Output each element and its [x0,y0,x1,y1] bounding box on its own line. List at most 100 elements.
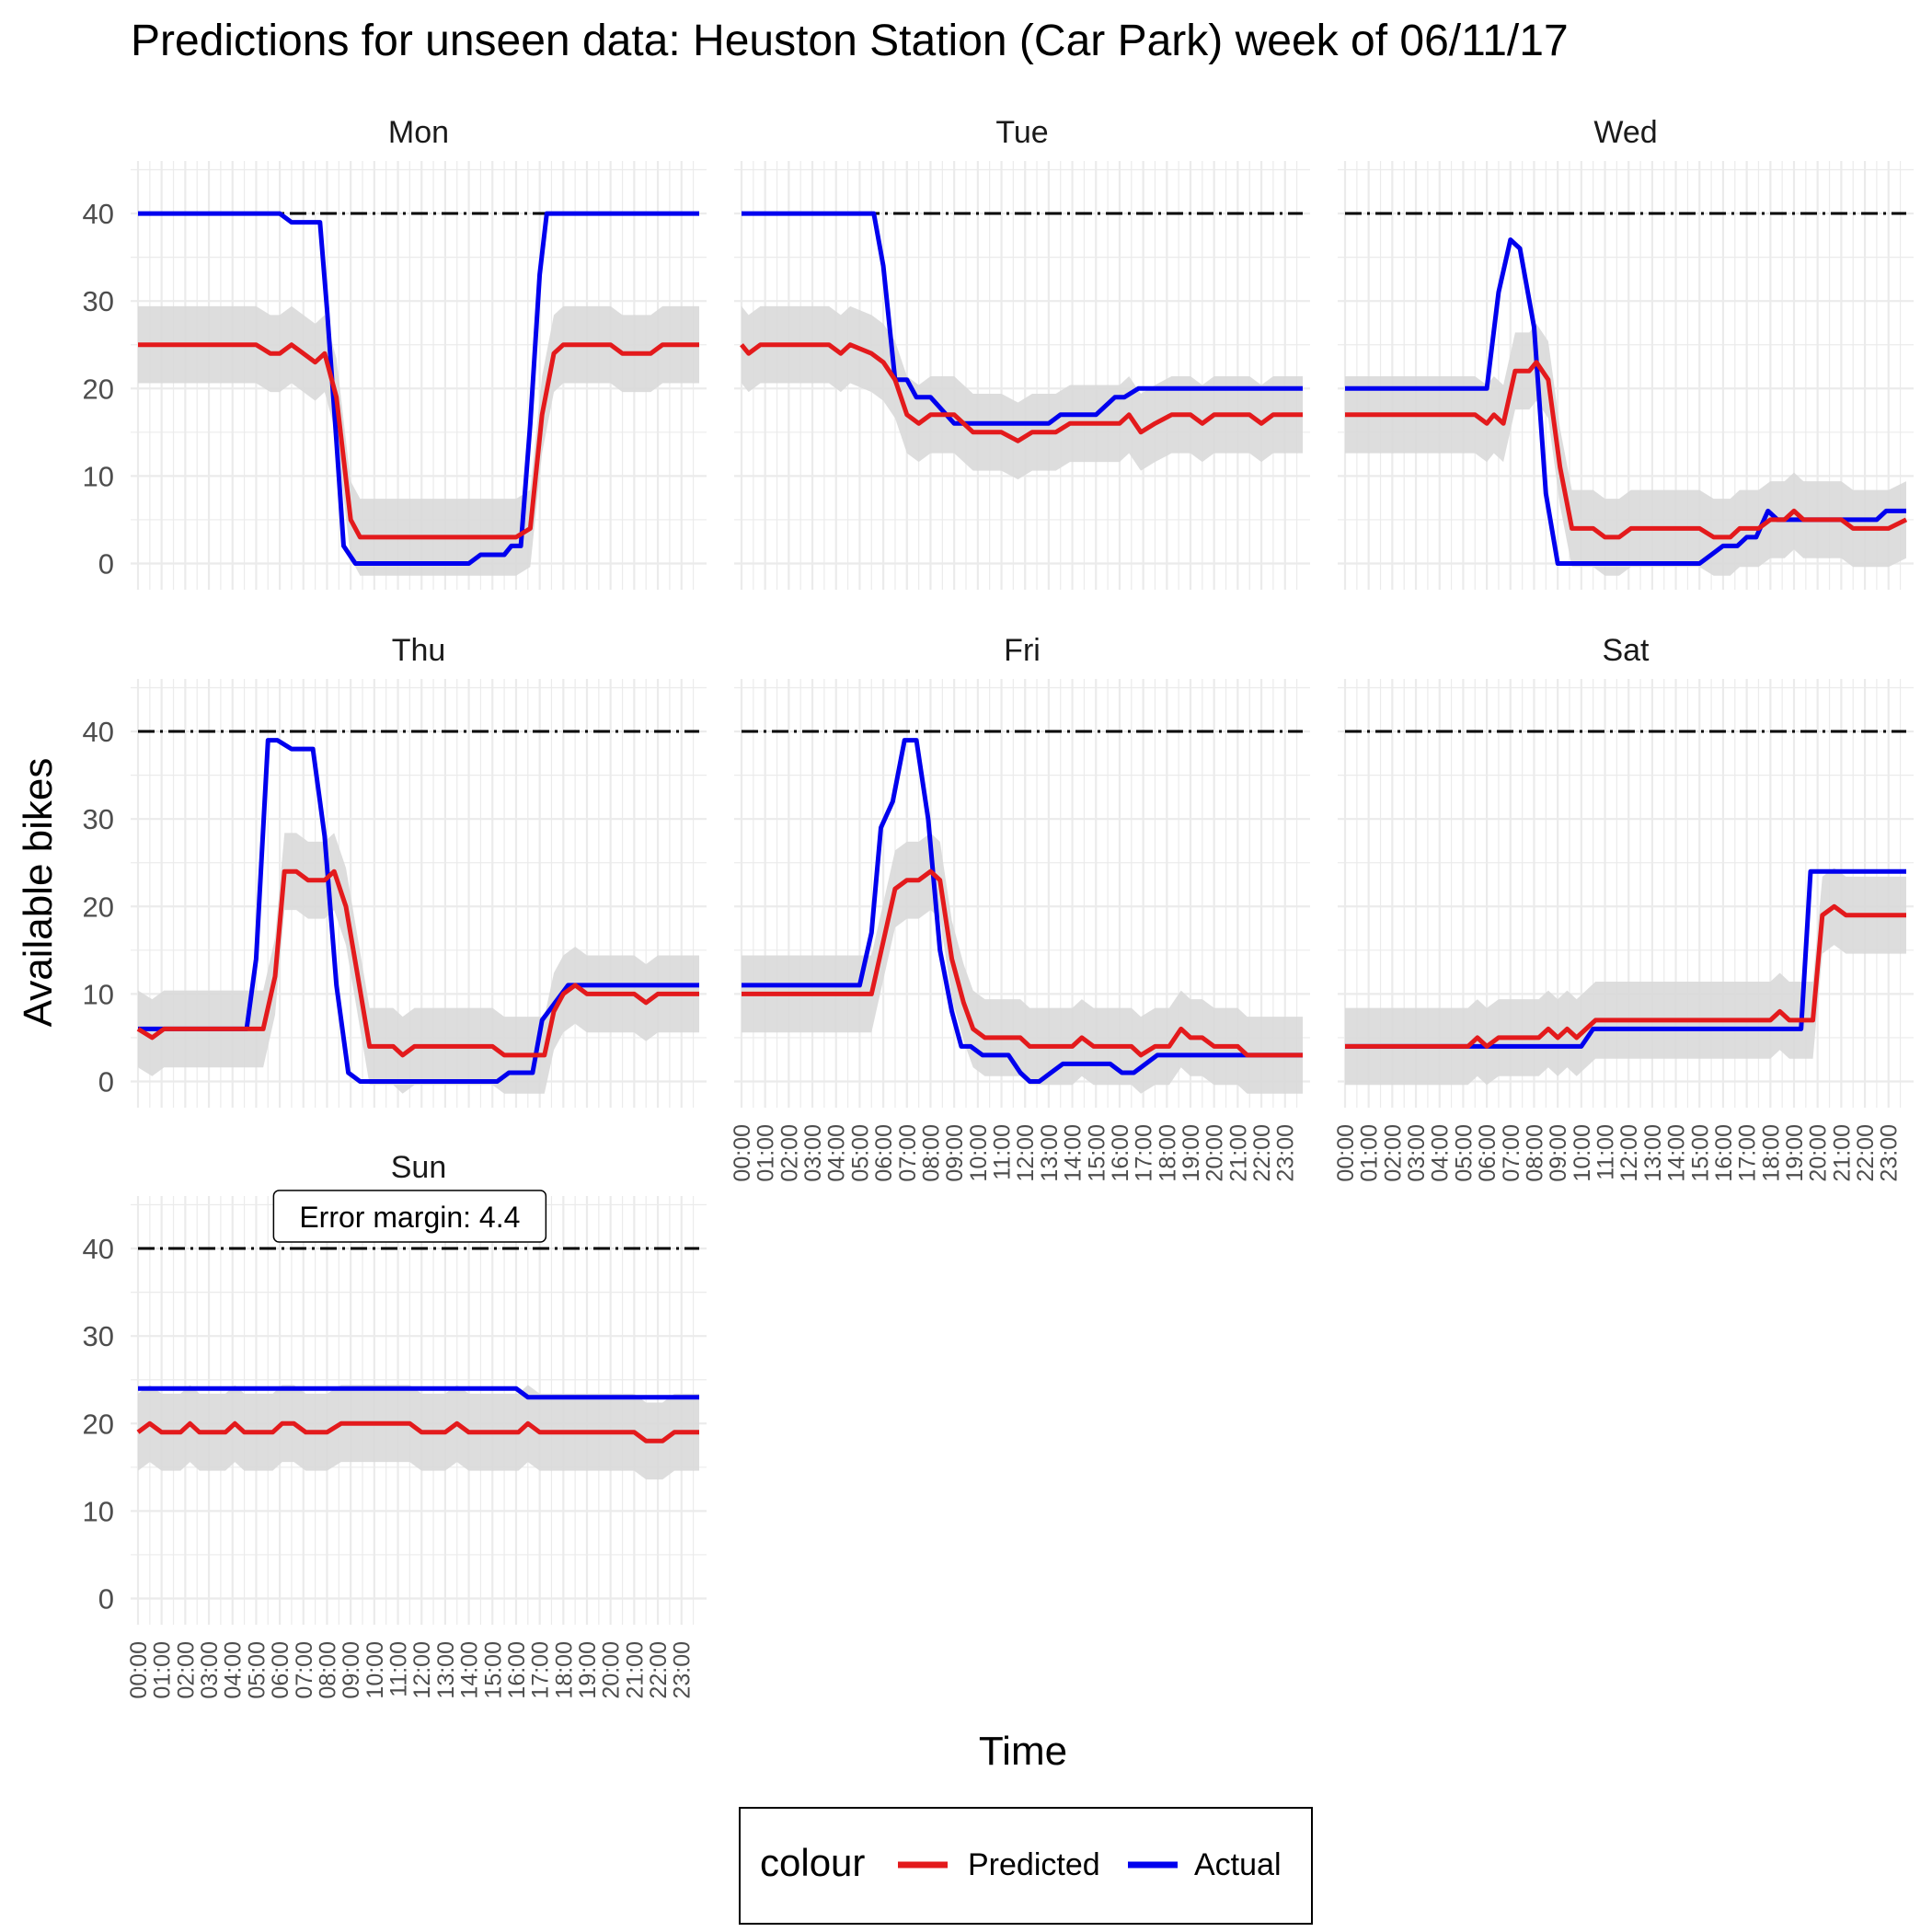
y-tick-label: 40 [83,1233,114,1265]
x-tick-label: 16:00 [1108,1124,1133,1182]
x-tick-label: 22:00 [1249,1124,1275,1182]
facet-tue: Tue [734,115,1310,590]
y-axis-label: Available bikes [16,758,61,1028]
facet-sat: Sat 00:0001:0002:0003:0004:0005:0006:0007… [1333,633,1914,1182]
x-tick-label: 17:00 [1735,1124,1761,1182]
y-tick-label: 0 [98,1582,114,1615]
x-tick-label: 21:00 [1225,1124,1251,1182]
error-ribbon [1345,323,1906,576]
x-tick-label: 17:00 [1132,1124,1157,1182]
x-tick-label: 18:00 [1155,1124,1180,1182]
x-tick-label: 17:00 [528,1641,554,1699]
y-tick-label: 0 [98,1065,114,1098]
x-tick-label: 20:00 [1202,1124,1228,1182]
y-tick-label: 10 [83,460,114,492]
x-tick-label: 00:00 [1333,1124,1359,1182]
series-actual-line [742,738,1303,1084]
x-tick-label: 11:00 [1593,1124,1619,1180]
error-ribbon [1345,868,1906,1086]
x-tick-label: 09:00 [942,1124,968,1182]
x-tick-label: 00:00 [730,1124,755,1182]
y-tick-label: 20 [83,1408,114,1440]
facet-strip-sun: Sun [391,1150,447,1185]
x-tick-label: 19:00 [1782,1124,1808,1182]
facet-wed: Wed [1338,115,1914,590]
x-tick-label: 12:00 [1013,1124,1039,1182]
x-tick-label: 04:00 [1428,1124,1454,1182]
facet-strip-tue: Tue [995,115,1048,150]
x-tick-label: 12:00 [1616,1124,1642,1182]
series-predicted-line [136,868,699,1058]
y-tick-label: 30 [83,1320,114,1352]
facet-sun: Sun 0 10 20 30 40 00:0001:0002:0003:0004:0005:… [83,1150,707,1699]
x-tick-label: 05:00 [1451,1124,1477,1182]
x-tick-label: 04:00 [824,1124,850,1182]
error-ribbon [742,305,1303,480]
y-tick-label: 30 [83,285,114,317]
x-tick-label: 16:00 [1711,1124,1737,1182]
legend-title: colour [760,1841,865,1884]
x-tick-label: 02:00 [1380,1124,1406,1182]
x-tick-label: 02:00 [173,1641,199,1699]
facet-strip-wed: Wed [1593,115,1657,150]
x-tick-label: 02:00 [776,1124,802,1182]
x-tick-label: 10:00 [966,1124,992,1182]
series-predicted-line [742,868,1303,1058]
x-tick-label: 22:00 [1853,1124,1879,1182]
series-predicted-line [1345,903,1906,1049]
facet-fri: Fri 00:0001:0002:0003:0004:0005:0006:0007… [730,633,1310,1182]
legend: colour Predicted Actual [739,1807,1313,1925]
y-tick-label: 0 [98,547,114,580]
facet-mon: Mon 0 10 20 30 40 [83,115,707,590]
x-tick-label: 06:00 [1475,1124,1501,1182]
series-predicted-line [136,1420,699,1443]
facet-strip-sat: Sat [1602,633,1650,668]
x-tick-label: 19:00 [1179,1124,1204,1182]
facet-thu: Thu 0 10 20 30 40 [83,633,707,1108]
y-tick-label: 40 [83,198,114,230]
x-tick-label: 09:00 [1546,1124,1571,1182]
y-tick-label: 40 [83,716,114,748]
x-tick-label: 15:00 [480,1641,506,1699]
x-tick-label: 06:00 [268,1641,293,1699]
y-tick-label: 20 [83,891,114,923]
x-tick-label: 01:00 [1357,1124,1383,1182]
legend-label-actual: Actual [1194,1847,1282,1882]
x-tick-label: 07:00 [292,1641,317,1699]
x-tick-label: 05:00 [244,1641,270,1699]
error-ribbon [138,305,699,576]
series-actual-line [138,1386,699,1400]
annotation-text: Error margin: 4.4 [299,1201,520,1234]
x-tick-label: 10:00 [1570,1124,1595,1182]
x-tick-label: 18:00 [551,1641,577,1699]
error-ribbon [742,833,1303,1094]
x-tick-label: 07:00 [1499,1124,1524,1182]
y-tick-label: 10 [83,978,114,1010]
x-tick-label: 03:00 [800,1124,826,1182]
x-tick-label: 21:00 [1829,1124,1855,1182]
x-tick-label: 23:00 [1273,1124,1299,1182]
x-tick-label: 08:00 [1522,1124,1547,1182]
facet-strip-thu: Thu [392,633,446,668]
x-tick-label: 05:00 [847,1124,873,1182]
facet-strip-mon: Mon [388,115,449,150]
x-tick-label: 15:00 [1084,1124,1110,1182]
x-axis-label: Time [979,1729,1067,1774]
series-actual-line [742,211,1303,426]
x-tick-label: 18:00 [1758,1124,1784,1182]
y-tick-label: 30 [83,803,114,835]
x-tick-label: 10:00 [362,1641,388,1699]
x-tick-label: 11:00 [990,1124,1016,1180]
x-tick-label: 12:00 [409,1641,435,1699]
x-tick-label: 11:00 [386,1641,412,1697]
facet-strip-fri: Fri [1004,633,1041,668]
x-tick-label: 14:00 [457,1641,483,1699]
y-tick-label: 20 [83,373,114,405]
x-tick-label: 23:00 [1877,1124,1903,1182]
legend-box [739,1807,1313,1925]
x-tick-label: 01:00 [150,1641,176,1699]
annotation-box [272,1190,547,1243]
x-tick-label: 04:00 [221,1641,247,1699]
